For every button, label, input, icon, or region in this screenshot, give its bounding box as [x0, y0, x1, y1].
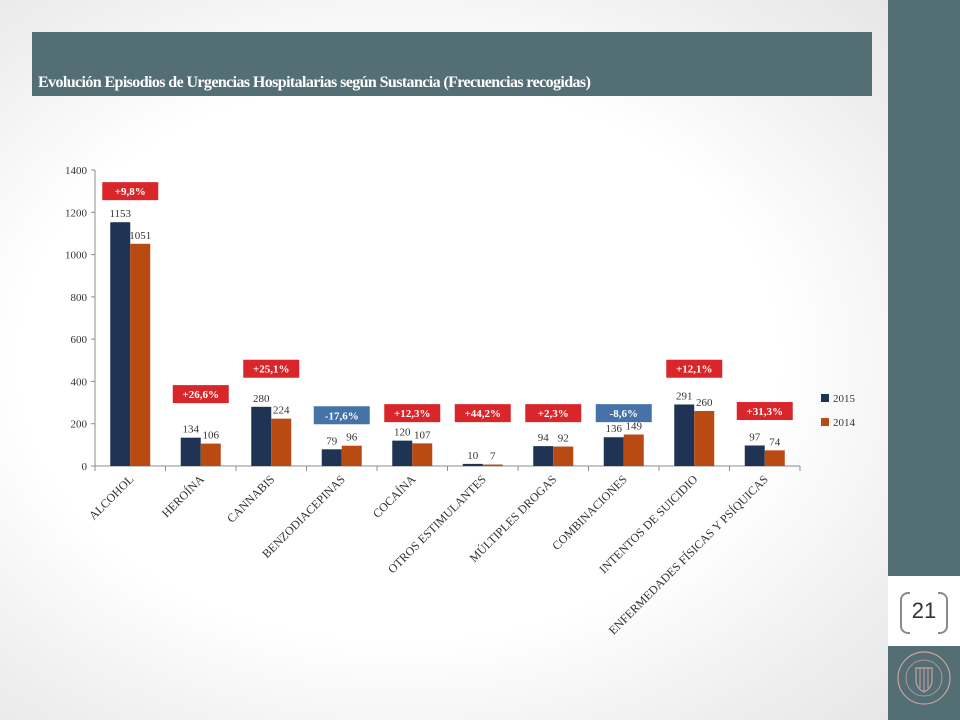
bar-2014 — [694, 411, 715, 466]
category-label: COCAÍNA — [370, 472, 419, 521]
category-label: HEROÍNA — [159, 472, 207, 520]
change-badge — [454, 404, 511, 423]
y-tick-label: 600 — [71, 334, 88, 346]
change-badge-label: -17,6% — [325, 410, 359, 422]
bar-2014 — [764, 450, 785, 466]
legend-label-2015: 2015 — [833, 393, 856, 405]
change-badge — [666, 359, 723, 378]
category-label: CANNABIS — [224, 472, 277, 525]
bar-2014 — [553, 446, 574, 466]
change-badge — [102, 182, 159, 201]
value-label-2014: 92 — [558, 433, 569, 445]
value-label-2015: 280 — [253, 393, 270, 405]
change-badge — [736, 402, 793, 421]
value-label-2015: 291 — [676, 390, 693, 402]
category-label: COMBINACIONES — [549, 472, 630, 553]
change-badge — [525, 404, 582, 423]
bar-2015 — [462, 463, 483, 466]
bar-2015 — [251, 406, 272, 466]
change-badge — [595, 404, 652, 423]
bar-2015 — [180, 437, 201, 466]
slide-title: Evolución Episodios de Urgencias Hospita… — [38, 74, 591, 91]
bar-2014 — [341, 445, 362, 466]
right-bracket-icon — [938, 592, 948, 634]
change-badge — [313, 406, 370, 425]
bar-2014 — [482, 464, 503, 466]
change-badge-label: +31,3% — [746, 406, 783, 418]
change-badge — [384, 404, 441, 423]
value-label-2014: 96 — [346, 432, 358, 444]
change-badge-label: +25,1% — [253, 364, 290, 376]
bar-2015 — [603, 437, 624, 466]
change-badge-label: -8,6% — [610, 408, 638, 420]
value-label-2014: 224 — [273, 405, 290, 417]
bar-2015 — [392, 440, 413, 466]
legend-swatch-2014 — [821, 418, 829, 426]
value-label-2015: 10 — [467, 450, 479, 462]
y-tick-label: 0 — [82, 461, 88, 473]
category-label: ENFERMEDADES FÍSICAS Y PSÍQUICAS — [606, 472, 771, 637]
bar-2015 — [674, 404, 695, 466]
change-badge-label: +9,8% — [115, 186, 146, 198]
value-label-2015: 97 — [749, 431, 761, 443]
bar-2015 — [744, 445, 765, 466]
value-label-2014: 1051 — [129, 230, 151, 242]
value-label-2015: 1153 — [109, 208, 131, 220]
category-label: ALCOHOL — [86, 472, 136, 522]
change-badge — [172, 385, 229, 404]
title-band: Evolución Episodios de Urgencias Hospita… — [32, 32, 872, 96]
value-label-2015: 120 — [394, 427, 411, 439]
left-bracket-icon — [900, 592, 910, 634]
change-badge-label: +12,1% — [676, 364, 713, 376]
change-badge-label: +26,6% — [182, 389, 219, 401]
bar-2014 — [200, 443, 221, 466]
bar-2015 — [321, 449, 342, 466]
y-tick-label: 1000 — [65, 250, 88, 262]
page-number: 21 — [911, 598, 937, 623]
bar-2014 — [623, 434, 644, 466]
y-tick-label: 1400 — [65, 165, 88, 177]
change-badge — [243, 359, 300, 378]
legend-label-2014: 2014 — [833, 417, 856, 429]
value-label-2014: 260 — [696, 397, 713, 409]
value-label-2014: 106 — [203, 430, 220, 442]
bar-2015 — [110, 222, 131, 466]
bar-2014 — [271, 418, 292, 466]
value-label-2014: 107 — [414, 429, 431, 441]
bar-2014 — [130, 243, 151, 466]
y-tick-label: 400 — [71, 376, 88, 388]
value-label-2015: 134 — [183, 424, 200, 436]
value-label-2014: 74 — [769, 436, 781, 448]
value-label-2015: 136 — [606, 423, 623, 435]
bar-2014 — [412, 443, 433, 466]
value-label-2014: 149 — [626, 420, 643, 432]
bar-chart: 0 200 400 600 800 1000 1200 1400 1153 1051 ALCOHOL… — [65, 165, 856, 637]
y-tick-label: 200 — [71, 419, 88, 431]
legend-swatch-2015 — [821, 394, 829, 402]
y-tick-label: 1200 — [65, 207, 88, 219]
bar-2015 — [533, 446, 554, 466]
page-number-box: 21 — [888, 576, 960, 646]
change-badge-label: +44,2% — [464, 408, 501, 420]
value-label-2014: 7 — [490, 451, 496, 463]
value-label-2015: 79 — [326, 435, 338, 447]
change-badge-label: +12,3% — [394, 408, 431, 420]
change-badge-label: +2,3% — [538, 408, 569, 420]
generalitat-seal-icon — [897, 651, 951, 705]
value-label-2015: 94 — [538, 432, 550, 444]
y-tick-label: 800 — [71, 292, 88, 304]
